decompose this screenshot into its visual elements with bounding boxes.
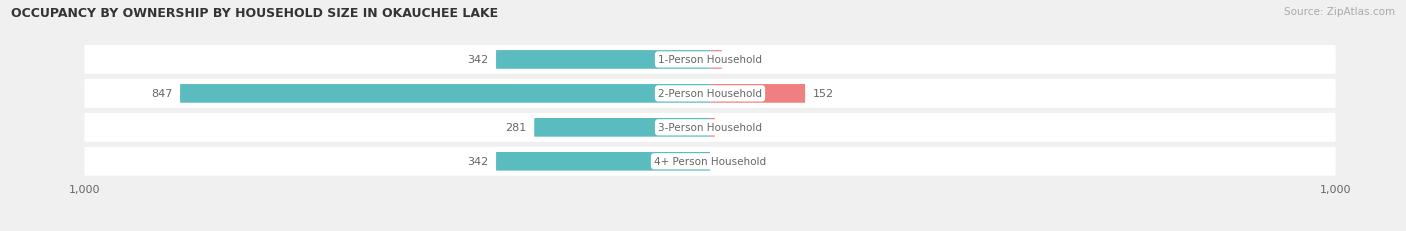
Text: 342: 342 xyxy=(467,157,488,167)
Text: OCCUPANCY BY OWNERSHIP BY HOUSEHOLD SIZE IN OKAUCHEE LAKE: OCCUPANCY BY OWNERSHIP BY HOUSEHOLD SIZE… xyxy=(11,7,498,20)
Text: 2-Person Household: 2-Person Household xyxy=(658,89,762,99)
Text: 0: 0 xyxy=(717,157,724,167)
Text: Source: ZipAtlas.com: Source: ZipAtlas.com xyxy=(1284,7,1395,17)
Text: 8: 8 xyxy=(723,123,730,133)
Text: 19: 19 xyxy=(730,55,744,65)
FancyBboxPatch shape xyxy=(710,85,806,103)
FancyBboxPatch shape xyxy=(710,51,721,70)
FancyBboxPatch shape xyxy=(496,152,710,171)
FancyBboxPatch shape xyxy=(84,80,1336,108)
Text: 4+ Person Household: 4+ Person Household xyxy=(654,157,766,167)
FancyBboxPatch shape xyxy=(534,119,710,137)
FancyBboxPatch shape xyxy=(84,147,1336,176)
Text: 3-Person Household: 3-Person Household xyxy=(658,123,762,133)
FancyBboxPatch shape xyxy=(710,119,716,137)
Text: 281: 281 xyxy=(506,123,527,133)
FancyBboxPatch shape xyxy=(84,113,1336,142)
FancyBboxPatch shape xyxy=(180,85,710,103)
Text: 152: 152 xyxy=(813,89,834,99)
Text: 847: 847 xyxy=(152,89,173,99)
Text: 342: 342 xyxy=(467,55,488,65)
Text: 1-Person Household: 1-Person Household xyxy=(658,55,762,65)
FancyBboxPatch shape xyxy=(84,46,1336,75)
FancyBboxPatch shape xyxy=(496,51,710,70)
